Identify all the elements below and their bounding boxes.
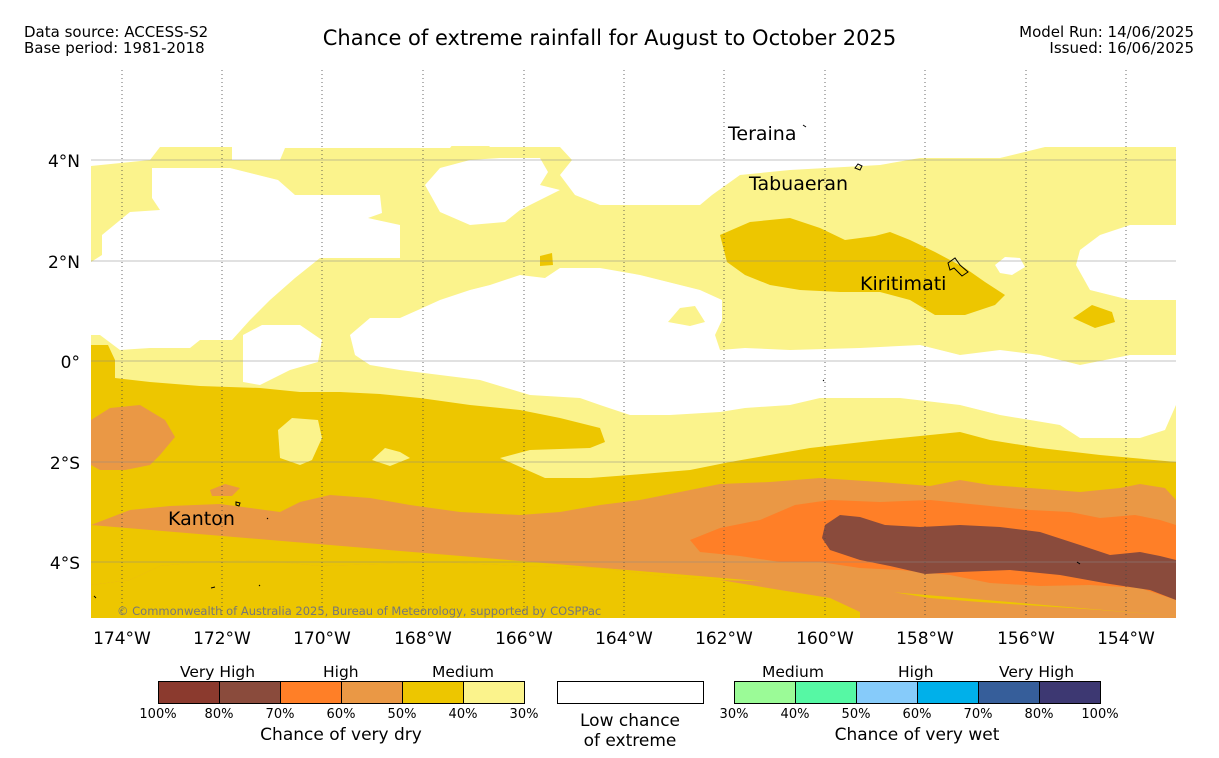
lat-tick: 0°	[61, 353, 80, 373]
island-speck-3	[258, 584, 261, 587]
lat-tick: 4°S	[50, 554, 80, 574]
dry-40-50-east-blob	[1073, 305, 1115, 328]
dry-70-80-region	[822, 515, 1176, 600]
base-period-text: Base period: 1981-2018	[24, 39, 205, 57]
teraina-island	[802, 124, 807, 128]
dry-40-50-northeast	[720, 218, 1005, 315]
low-chance-hole-center-north	[425, 158, 560, 225]
island-speck-1	[266, 517, 269, 520]
place-label-kanton: Kanton	[168, 508, 235, 530]
longitude-axis: 174°W 172°W 170°W 168°W 166°W 164°W 162°…	[93, 629, 1155, 649]
lon-tick: 172°W	[193, 629, 251, 649]
lat-tick: 2°S	[50, 454, 80, 474]
probability-fields	[91, 146, 1176, 618]
low-chance-hole-center	[350, 268, 1176, 438]
island-speck-2	[210, 586, 216, 589]
low-chance-hole-east-small	[995, 257, 1025, 275]
place-label-kiritimati: Kiritimati	[860, 273, 946, 295]
map-latlines	[91, 159, 1176, 563]
lon-tick: 174°W	[93, 629, 151, 649]
lon-tick: 170°W	[293, 629, 351, 649]
place-label-tabuaeran: Tabuaeran	[748, 173, 848, 195]
island-speck-6	[1076, 561, 1081, 565]
lon-tick: 166°W	[495, 629, 553, 649]
island-speck-4	[93, 595, 97, 599]
lat-tick: 4°N	[48, 152, 80, 172]
low-chance-hole-west	[243, 325, 322, 385]
dry-50-60-west-blob	[91, 405, 175, 470]
latitude-axis: 4°N 2°N 0° 2°S 4°S	[48, 152, 80, 574]
data-source-block: Data source: ACCESS-S2 Base period: 1981…	[24, 24, 208, 56]
copyright-notice: © Commonwealth of Australia 2025, Bureau…	[117, 604, 601, 618]
lat-tick: 2°N	[48, 253, 80, 273]
island-speck-5	[822, 379, 825, 382]
lon-tick: 168°W	[394, 629, 452, 649]
model-run-text: Model Run: 14/06/2025	[1019, 23, 1194, 41]
dry-30-40-pocket-small	[372, 448, 410, 466]
low-chance-hole-nw	[91, 168, 400, 350]
model-run-block: Model Run: 14/06/2025 Issued: 16/06/2025	[1019, 24, 1194, 56]
lon-tick: 156°W	[997, 629, 1055, 649]
dry-40-50-speck	[540, 253, 553, 266]
place-label-teraina: Teraina	[727, 123, 797, 145]
data-source-text: Data source: ACCESS-S2	[24, 23, 209, 41]
dry-30-40-pocket	[278, 418, 322, 465]
lon-tick: 154°W	[1097, 629, 1155, 649]
lon-tick: 164°W	[595, 629, 653, 649]
kiritimati-island	[947, 257, 969, 277]
tabuaeran-island	[854, 163, 863, 171]
lon-tick: 160°W	[796, 629, 854, 649]
kanton-island	[235, 501, 241, 507]
dry-30-40-small-isle	[668, 306, 705, 326]
dry-50-60-kanton-blob	[210, 484, 240, 496]
dry-40-50-south	[91, 560, 860, 618]
island-outlines	[93, 124, 1081, 599]
issued-text: Issued: 16/06/2025	[1049, 39, 1194, 57]
map-title: Chance of extreme rainfall for August to…	[322, 26, 897, 50]
map-gridlines	[121, 70, 1127, 618]
lon-tick: 158°W	[896, 629, 954, 649]
lon-tick: 162°W	[695, 629, 753, 649]
